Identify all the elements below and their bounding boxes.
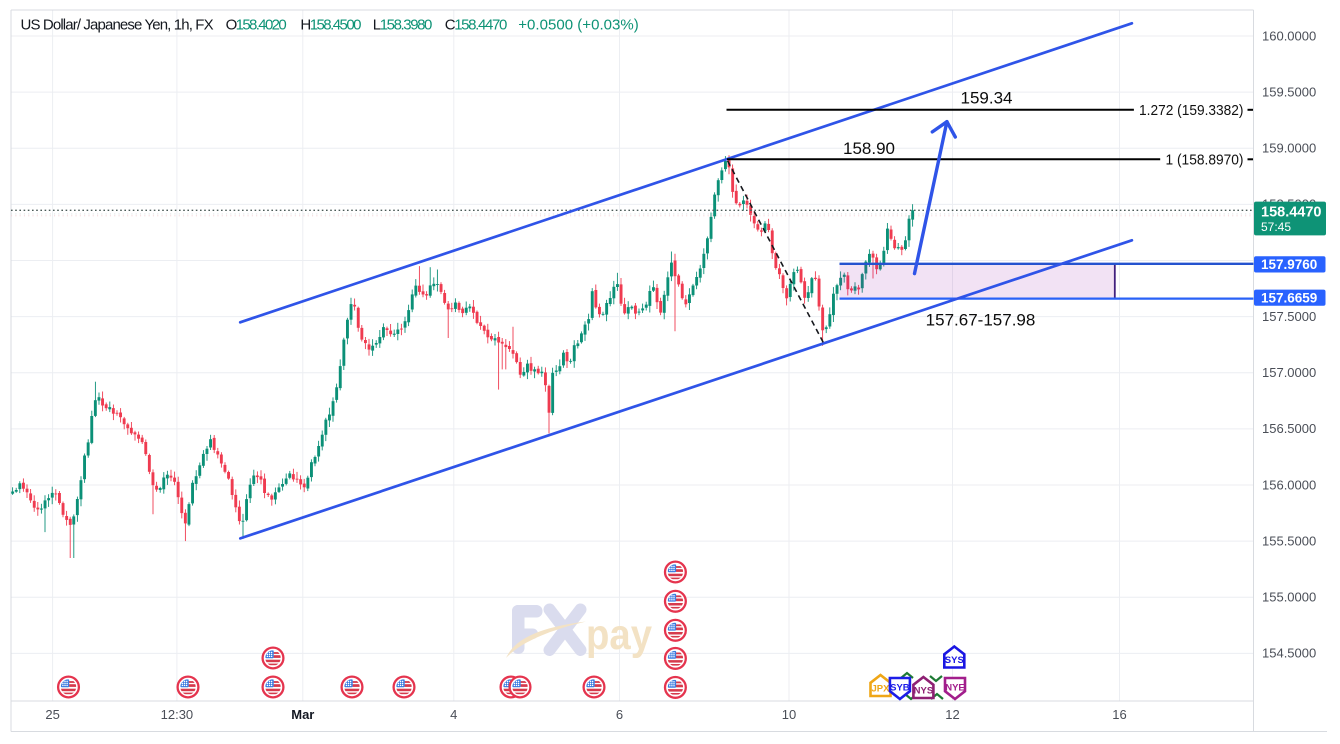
svg-text:12:30: 12:30 <box>161 707 194 722</box>
svg-text:4: 4 <box>450 707 457 722</box>
svg-text:157.0000: 157.0000 <box>1262 365 1316 380</box>
svg-text:159.0000: 159.0000 <box>1262 141 1316 156</box>
svg-text:NYS: NYS <box>914 686 934 697</box>
svg-text:25: 25 <box>45 707 59 722</box>
svg-text:157.6659: 157.6659 <box>1261 290 1317 305</box>
svg-text:155.5000: 155.5000 <box>1262 533 1316 548</box>
svg-text:H158.4500: H158.4500 <box>300 17 361 34</box>
svg-text:+0.0500 (+0.03%): +0.0500 (+0.03%) <box>518 17 639 34</box>
svg-text:154.5000: 154.5000 <box>1262 646 1316 661</box>
svg-text:155.0000: 155.0000 <box>1262 590 1316 605</box>
svg-text:pay: pay <box>586 611 652 659</box>
svg-text:157.67-157.98: 157.67-157.98 <box>926 310 1036 329</box>
svg-text:156.5000: 156.5000 <box>1262 421 1316 436</box>
svg-text:US Dollar/ Japanese Yen, 1h, F: US Dollar/ Japanese Yen, 1h, FX <box>21 17 214 34</box>
svg-text:SYB: SYB <box>890 683 910 694</box>
svg-text:1 (158.8970): 1 (158.8970) <box>1166 151 1244 168</box>
svg-text:160.0000: 160.0000 <box>1262 28 1316 43</box>
svg-text:158.4470: 158.4470 <box>1261 204 1321 220</box>
svg-text:157.5000: 157.5000 <box>1262 309 1316 324</box>
svg-text:157.9760: 157.9760 <box>1261 257 1317 272</box>
svg-text:158.90: 158.90 <box>843 139 895 158</box>
svg-text:SYS: SYS <box>945 655 964 666</box>
svg-text:156.0000: 156.0000 <box>1262 477 1316 492</box>
svg-text:O158.4020: O158.4020 <box>226 17 287 34</box>
svg-text:L158.3980: L158.3980 <box>373 17 433 34</box>
svg-text:10: 10 <box>782 707 796 722</box>
svg-text:159.34: 159.34 <box>961 88 1013 107</box>
svg-text:C158.4470: C158.4470 <box>445 17 508 34</box>
svg-text:16: 16 <box>1112 707 1126 722</box>
svg-text:JPX: JPX <box>872 684 891 695</box>
svg-text:57:45: 57:45 <box>1261 220 1291 234</box>
svg-text:NYE: NYE <box>945 683 965 694</box>
svg-text:6: 6 <box>616 707 623 722</box>
svg-text:Mar: Mar <box>291 707 314 722</box>
svg-text:159.5000: 159.5000 <box>1262 84 1316 99</box>
svg-text:1.272 (159.3382): 1.272 (159.3382) <box>1139 102 1244 119</box>
svg-text:12: 12 <box>945 707 959 722</box>
